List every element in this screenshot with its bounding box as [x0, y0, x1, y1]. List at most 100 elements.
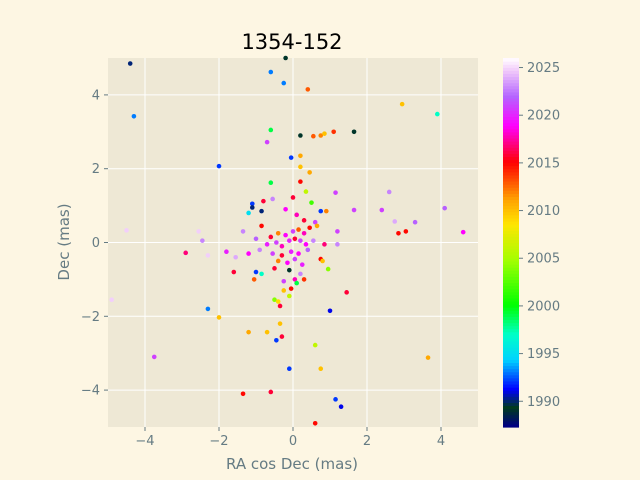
colorbar-segment [503, 113, 519, 118]
data-point [246, 210, 251, 216]
data-point [325, 266, 331, 272]
data-point [335, 229, 340, 234]
data-point [335, 242, 340, 247]
colorbar-segment [503, 331, 519, 336]
data-point [305, 87, 311, 92]
colorbar-segment [503, 254, 519, 259]
colorbar-segment [503, 187, 519, 191]
colorbar-segment [503, 119, 519, 124]
data-point [279, 243, 285, 249]
colorbar-segment [503, 260, 519, 265]
colorbar-segment [503, 325, 519, 330]
colorbar-segment [503, 313, 519, 317]
data-point [275, 299, 281, 304]
data-point [412, 219, 418, 225]
data-point [264, 139, 270, 145]
data-point [268, 234, 274, 240]
data-point [392, 219, 398, 224]
data-point [312, 219, 318, 225]
data-point [314, 223, 320, 229]
data-point [327, 308, 333, 314]
data-point [272, 297, 277, 302]
data-point [264, 329, 270, 335]
data-point [399, 101, 405, 107]
data-point [298, 133, 303, 138]
data-point [274, 240, 279, 245]
data-point [288, 286, 294, 291]
colorbar-segment [503, 91, 519, 96]
data-point [318, 208, 324, 214]
x-tick-label: −4 [135, 434, 154, 449]
data-point [253, 236, 259, 242]
colorbar-segment [503, 196, 519, 201]
data-point [274, 337, 279, 343]
colorbar-segment [503, 340, 519, 345]
colorbar-segment [503, 359, 519, 364]
colorbar-segment [503, 408, 519, 413]
data-point [307, 225, 312, 231]
data-point [333, 190, 338, 195]
colorbar-segment [503, 337, 519, 342]
colorbar-segment [503, 399, 519, 403]
data-point [205, 253, 211, 258]
data-point [351, 207, 357, 213]
data-point [298, 238, 303, 243]
colorbar-segment [503, 347, 519, 351]
data-point [338, 404, 344, 410]
y-tick-label: 4 [92, 88, 100, 103]
data-point [318, 366, 324, 371]
colorbar-segment [503, 61, 519, 65]
data-point [303, 189, 309, 194]
colorbar-tick-label: 2010 [527, 204, 560, 219]
colorbar-segment [503, 288, 519, 293]
data-point [261, 198, 266, 204]
colorbar-segment [503, 193, 519, 197]
colorbar-segment [503, 128, 519, 133]
colorbar-segment [503, 144, 519, 148]
colorbar-segment [503, 116, 519, 121]
data-point [309, 200, 314, 205]
colorbar-segment [503, 270, 519, 274]
colorbar-segment [503, 88, 519, 93]
data-point [268, 180, 274, 186]
x-tick-label: 2 [363, 434, 371, 449]
data-point [311, 238, 316, 243]
data-point [301, 230, 307, 236]
data-point [283, 55, 288, 61]
data-point [311, 133, 316, 139]
data-point [281, 288, 287, 293]
colorbar-segment [503, 242, 519, 247]
colorbar-segment [503, 239, 519, 244]
data-point [435, 111, 440, 117]
colorbar-segment [503, 79, 519, 84]
y-tick-label: 0 [92, 236, 100, 251]
colorbar: 1990 1995 2000 2005 2010 2015 2020 2025 [503, 58, 560, 428]
data-point [205, 306, 211, 312]
data-point [283, 232, 288, 238]
data-point [403, 229, 409, 234]
colorbar-segment [503, 70, 519, 74]
data-point [301, 277, 307, 282]
colorbar-segment [503, 184, 519, 188]
data-point [275, 258, 281, 264]
data-point [290, 229, 296, 234]
data-point [200, 238, 205, 243]
colorbar-segment [503, 362, 519, 367]
data-point [270, 196, 275, 202]
colorbar-segment [503, 285, 519, 290]
colorbar-segment [503, 374, 519, 379]
colorbar-segment [503, 159, 519, 164]
data-point [216, 315, 222, 320]
colorbar-segment [503, 199, 519, 204]
colorbar-segment [503, 322, 519, 327]
colorbar-tick-label: 1990 [527, 395, 560, 410]
data-point [324, 208, 329, 214]
colorbar-segment [503, 97, 519, 102]
colorbar-segment [503, 82, 519, 87]
colorbar-segment [503, 153, 519, 157]
colorbar-segment [503, 202, 519, 207]
data-point [298, 153, 303, 159]
data-point [386, 189, 392, 195]
colorbar-segment [503, 211, 519, 216]
data-point [279, 334, 285, 339]
